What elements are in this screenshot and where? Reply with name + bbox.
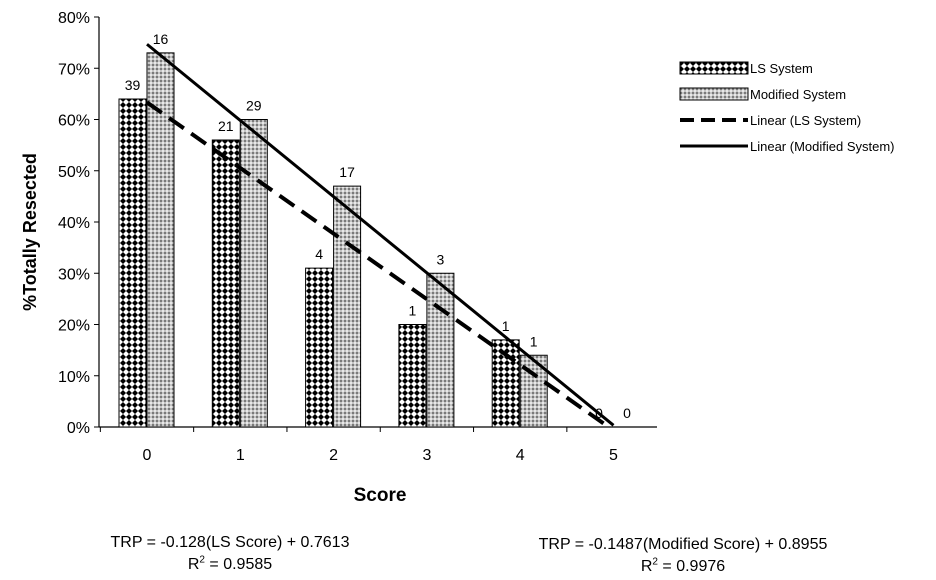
ls-equation: TRP = -0.128(LS Score) + 0.7613 R2 = 0.9… bbox=[80, 532, 380, 576]
x-tick-label: 4 bbox=[516, 447, 525, 464]
data-label: 21 bbox=[218, 118, 234, 134]
y-tick-label: 30% bbox=[58, 266, 90, 283]
y-axis-label: %Totally Resected bbox=[20, 153, 40, 311]
data-label: 4 bbox=[315, 246, 323, 262]
legend-label: Linear (Modified System) bbox=[750, 139, 895, 154]
ls-equation-r2: R2 = 0.9585 bbox=[187, 554, 273, 573]
x-tick-label: 3 bbox=[422, 447, 431, 464]
data-label: 16 bbox=[153, 31, 169, 47]
bar bbox=[239, 119, 268, 428]
data-label: 0 bbox=[623, 405, 631, 421]
data-label: 3 bbox=[437, 251, 445, 267]
y-tick-label: 10% bbox=[58, 369, 90, 386]
x-tick-label: 5 bbox=[609, 447, 618, 464]
y-tick-label: 60% bbox=[58, 113, 90, 130]
legend-swatch bbox=[679, 87, 749, 101]
y-tick-label: 0% bbox=[67, 420, 90, 437]
data-label: 1 bbox=[530, 333, 538, 349]
modified-equation-formula: TRP = -0.1487(Modified Score) + 0.8955 bbox=[538, 536, 828, 553]
data-label: 1 bbox=[409, 303, 417, 319]
trendline bbox=[145, 100, 610, 429]
data-label: 39 bbox=[125, 77, 141, 93]
y-tick-label: 20% bbox=[58, 318, 90, 335]
bar bbox=[426, 272, 455, 428]
x-tick-label: 0 bbox=[143, 447, 152, 464]
x-tick-label: 2 bbox=[329, 447, 338, 464]
bar bbox=[398, 324, 427, 428]
legend-label: LS System bbox=[750, 61, 813, 76]
modified-equation: TRP = -0.1487(Modified Score) + 0.8955 R… bbox=[498, 534, 868, 578]
data-label: 29 bbox=[246, 98, 262, 114]
ls-equation-formula: TRP = -0.128(LS Score) + 0.7613 bbox=[110, 534, 350, 551]
legend: LS System Modified System Linear (LS Syste… bbox=[679, 61, 895, 154]
bar bbox=[118, 98, 147, 428]
bar bbox=[146, 52, 175, 428]
legend-label: Linear (LS System) bbox=[750, 113, 861, 128]
y-tick-label: 70% bbox=[58, 61, 90, 78]
legend-label: Modified System bbox=[750, 87, 846, 102]
modified-equation-r2: R2 = 0.9976 bbox=[640, 556, 726, 575]
y-tick-label: 40% bbox=[58, 215, 90, 232]
bar bbox=[305, 267, 334, 428]
bar bbox=[211, 139, 240, 428]
data-label: 1 bbox=[502, 318, 510, 334]
data-label: 17 bbox=[339, 164, 355, 180]
plot-area: 0% 10% 20% 30% 40% 50% 60% 70% 80% 0 1 2 3 4 5 39 21 4 1 1 0… bbox=[58, 10, 657, 464]
trendline bbox=[146, 43, 615, 427]
x-tick-label: 1 bbox=[236, 447, 245, 464]
y-tick-label: 80% bbox=[58, 10, 90, 27]
y-tick-label: 50% bbox=[58, 164, 90, 181]
legend-swatch bbox=[679, 61, 749, 75]
x-axis-label: Score bbox=[354, 485, 407, 506]
bar bbox=[333, 185, 362, 428]
